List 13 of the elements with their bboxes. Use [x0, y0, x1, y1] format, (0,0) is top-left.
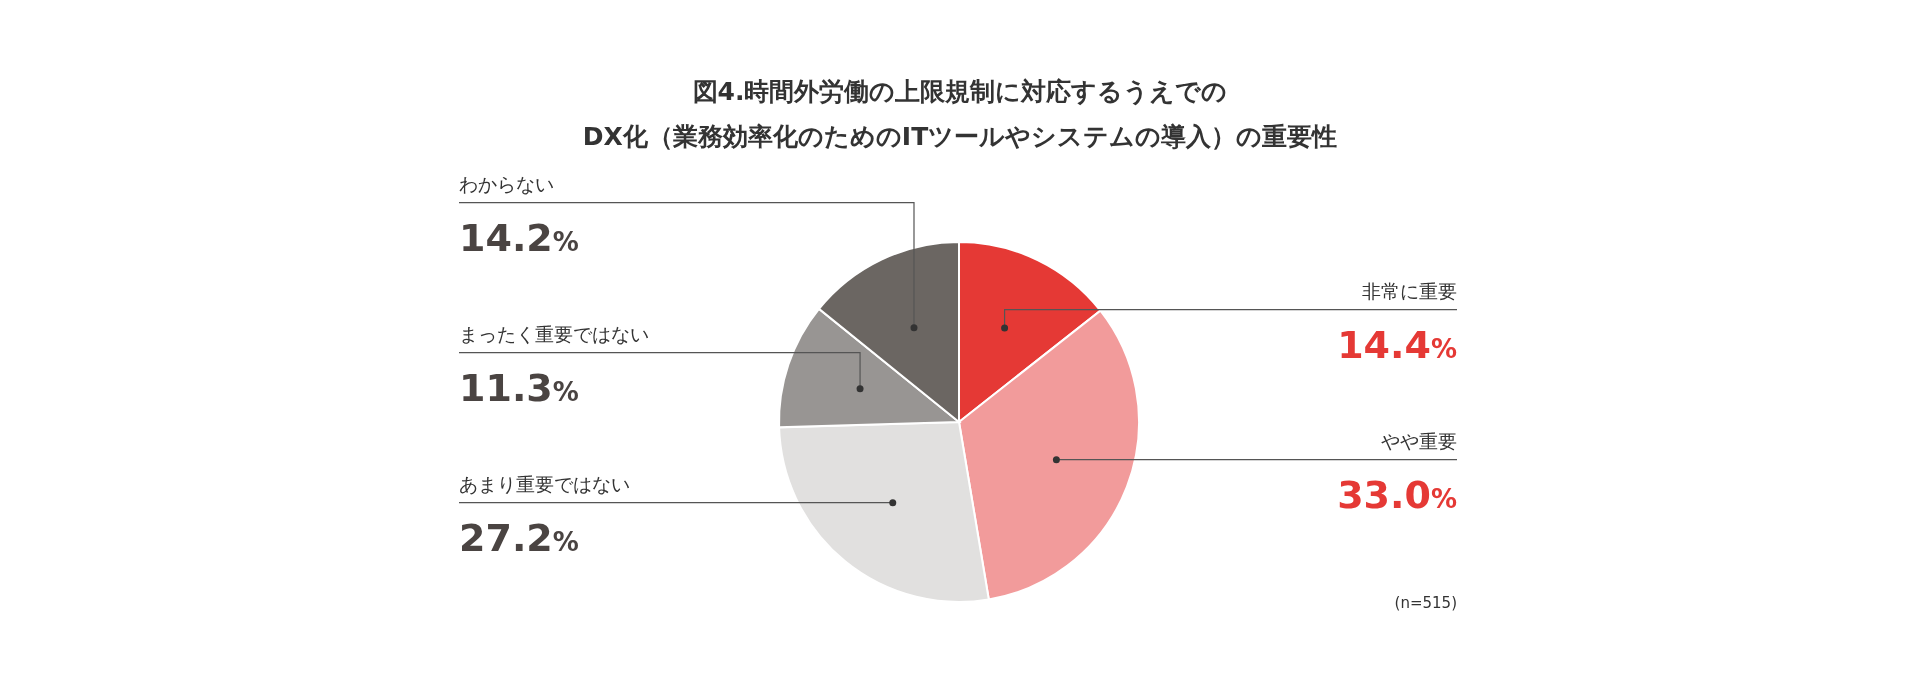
chart-title: 図4.時間外労働の上限規制に対応するうえでの	[692, 77, 1228, 106]
data-label: 14.4%	[1337, 322, 1457, 367]
chart-subtitle: DX化（業務効率化のためのITツールやシステムの導入）の重要性	[582, 122, 1338, 151]
data-label: 27.2%	[459, 515, 579, 560]
data-label: 11.3%	[459, 365, 579, 410]
slice-label: 非常に重要	[1362, 279, 1457, 302]
slice-label: まったく重要ではない	[459, 322, 649, 345]
data-label: 14.2%	[459, 215, 579, 260]
slice-label: わからない	[459, 172, 554, 195]
slice-label: あまり重要ではない	[459, 472, 630, 495]
data-label: 33.0%	[1337, 472, 1457, 517]
slice-label: やや重要	[1381, 429, 1457, 452]
text: (n=515)	[1394, 594, 1457, 612]
